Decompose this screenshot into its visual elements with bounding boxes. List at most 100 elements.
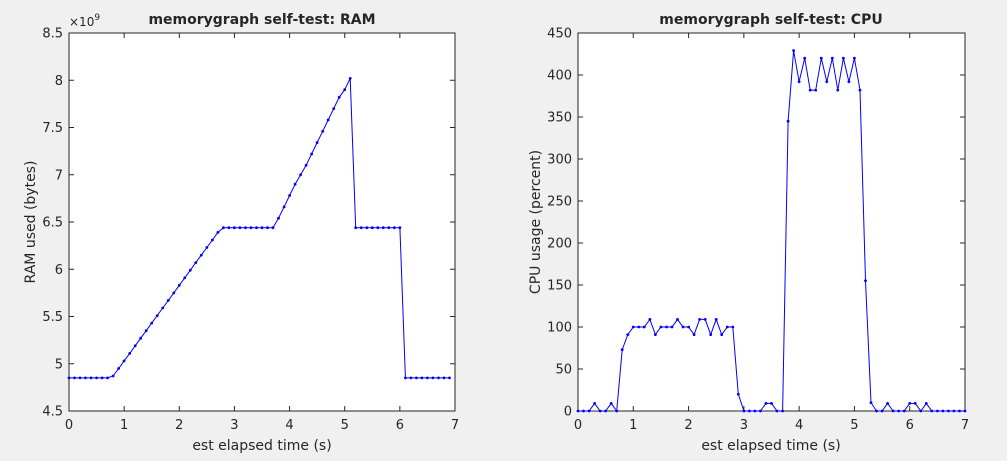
- cpu-x-tick-label: 1: [629, 418, 637, 433]
- cpu-x-tick-label: 5: [850, 418, 858, 433]
- cpu-x-axis-label: est elapsed time (s): [701, 438, 840, 454]
- ram-y-tick-label: 6.5: [42, 216, 63, 231]
- ram-x-tick-label: 7: [451, 418, 459, 433]
- cpu-data-point: [620, 348, 624, 352]
- ram-data-point: [166, 299, 170, 302]
- ram-data-point: [409, 376, 413, 380]
- ram-data-point: [144, 329, 148, 333]
- cpu-data-point: [858, 88, 862, 92]
- ram-data-point: [431, 376, 435, 380]
- ram-data-point: [437, 376, 440, 380]
- cpu-y-tick-label: 200: [547, 237, 572, 252]
- ram-x-tick-label: 6: [396, 418, 404, 433]
- ram-data-point: [398, 226, 402, 230]
- ram-data-point: [188, 268, 192, 272]
- ram-data-point: [337, 95, 341, 99]
- ram-x-tick-label: 2: [175, 418, 183, 433]
- cpu-plot-area: [577, 32, 966, 412]
- cpu-data-point: [902, 409, 906, 413]
- cpu-y-tick-label: 100: [547, 321, 572, 336]
- cpu-data-point: [759, 409, 762, 413]
- cpu-y-tick-label: 250: [547, 195, 572, 210]
- cpu-x-tick-label: 2: [684, 418, 692, 433]
- cpu-data-point: [869, 401, 873, 404]
- cpu-data-point: [952, 409, 956, 413]
- ram-x-tick-label: 1: [120, 418, 128, 433]
- ram-data-point: [100, 376, 104, 380]
- ram-data-point: [95, 376, 98, 380]
- ram-data-point: [404, 376, 407, 380]
- cpu-data-point: [709, 333, 713, 336]
- ram-data-point: [73, 376, 76, 380]
- ram-data-point: [266, 226, 269, 230]
- cpu-data-point: [670, 325, 674, 329]
- ram-data-point: [183, 276, 187, 280]
- cpu-data-point: [637, 325, 641, 329]
- ram-chart-title: memorygraph self-test: RAM: [148, 12, 375, 28]
- cpu-data-point: [930, 409, 934, 413]
- ram-data-point: [67, 376, 71, 380]
- cpu-data-point: [770, 402, 773, 405]
- cpu-data-point: [676, 318, 679, 321]
- cpu-data-point: [864, 279, 867, 283]
- ram-data-point: [150, 321, 154, 325]
- ram-y-tick-label: 7: [55, 168, 63, 183]
- cpu-data-point: [665, 325, 668, 329]
- ram-data-point: [271, 226, 275, 230]
- cpu-data-point: [913, 402, 917, 405]
- ram-data-point: [387, 226, 391, 230]
- ram-data-point: [332, 107, 336, 110]
- ram-data-point: [155, 314, 159, 317]
- ram-data-point: [420, 376, 424, 380]
- cpu-data-point: [775, 409, 779, 413]
- ram-data-point: [392, 226, 396, 230]
- ram-data-point: [381, 226, 385, 230]
- ram-data-point: [249, 226, 253, 230]
- ram-data-point: [205, 246, 209, 249]
- ram-x-tick-label: 5: [341, 418, 349, 433]
- ram-y-tick-label: 8: [55, 74, 63, 89]
- cpu-data-point: [725, 325, 729, 329]
- cpu-data-point: [897, 409, 901, 413]
- cpu-data-point: [626, 333, 630, 336]
- ram-y-axis-label: RAM used (bytes): [23, 161, 39, 284]
- ram-y-exponent-power: 9: [94, 13, 100, 23]
- cpu-data-point: [963, 409, 967, 413]
- cpu-data-point: [753, 409, 757, 413]
- ram-data-point: [216, 231, 220, 234]
- cpu-data-point: [742, 409, 746, 413]
- cpu-y-tick-label: 0: [564, 405, 572, 420]
- ram-data-point: [315, 141, 319, 145]
- cpu-data-point: [576, 409, 580, 413]
- ram-data-point: [343, 88, 347, 92]
- ram-data-point: [304, 163, 308, 167]
- cpu-y-tick-label: 350: [547, 111, 572, 126]
- cpu-data-point: [875, 409, 878, 413]
- cpu-data-point: [853, 56, 856, 60]
- cpu-data-point: [598, 409, 602, 413]
- ram-plot-area: [68, 32, 456, 412]
- ram-ticks: 0 1 2 3 4 5 6 7 4.5 5 5.5 6 6.5 7 7.5 8 8.5: [42, 27, 459, 434]
- cpu-x-tick-label: 7: [961, 418, 969, 433]
- cpu-x-tick-label: 3: [740, 418, 748, 433]
- ram-data-point: [172, 291, 176, 295]
- ram-x-tick-label: 4: [285, 418, 293, 433]
- cpu-data-point: [714, 318, 718, 321]
- cpu-y-tick-label: 450: [547, 27, 572, 42]
- ram-data-point: [233, 226, 236, 230]
- ram-data-point: [227, 226, 231, 230]
- ram-data-point: [415, 376, 418, 380]
- ram-data-point: [260, 226, 264, 230]
- cpu-data-point: [582, 409, 585, 413]
- cpu-data-point: [814, 88, 818, 92]
- cpu-data-point: [615, 409, 619, 413]
- cpu-data-point: [941, 409, 945, 413]
- cpu-data-point: [924, 402, 928, 405]
- cpu-data-point: [958, 409, 961, 413]
- cpu-data-point: [803, 56, 807, 60]
- ram-data-point: [326, 118, 330, 122]
- cpu-y-tick-label: 50: [555, 363, 572, 378]
- ram-data-point: [426, 376, 429, 380]
- cpu-data-point: [781, 409, 784, 413]
